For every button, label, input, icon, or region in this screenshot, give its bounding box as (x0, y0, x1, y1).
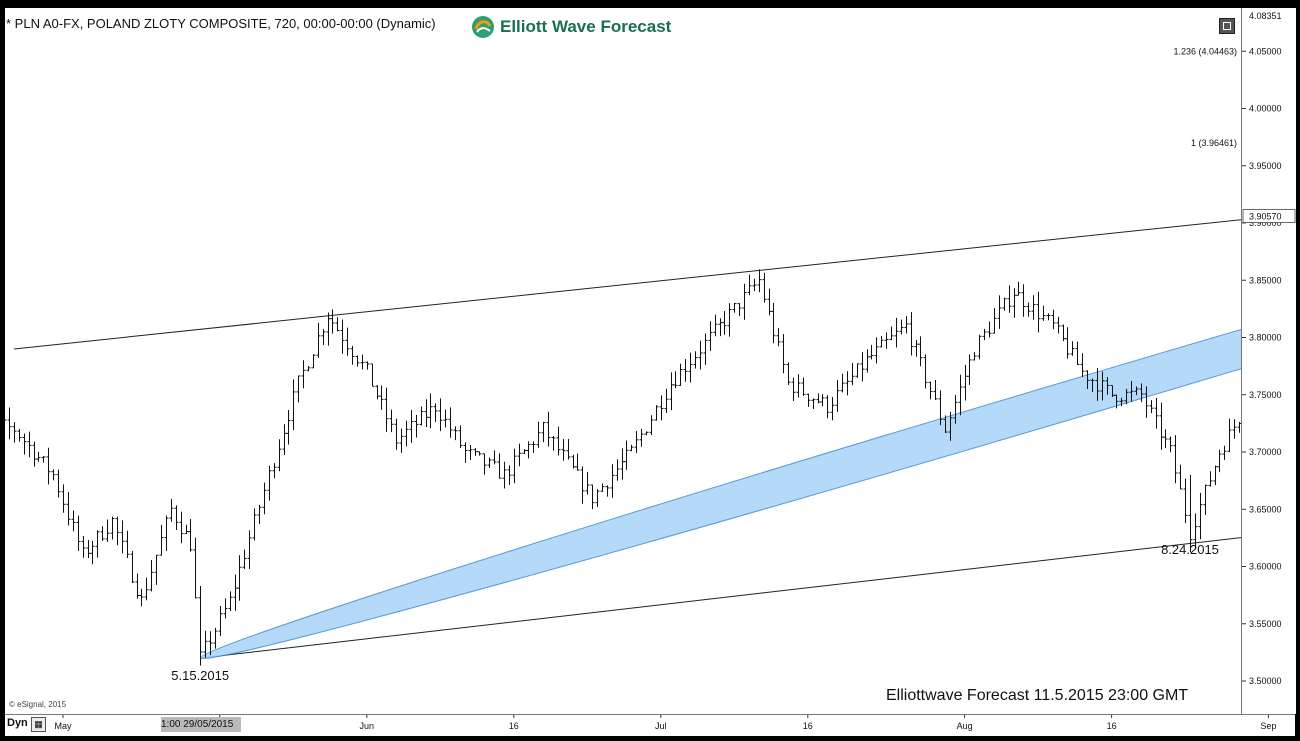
x-tick-label: 16 (803, 721, 813, 731)
swing-label: 5.15.2015 (171, 668, 229, 683)
channel-lower-line (200, 537, 1241, 659)
copyright-text: © eSignal, 2015 (9, 700, 67, 709)
ewf-logo-icon (472, 16, 494, 38)
y-tick-label: 3.55000 (1249, 619, 1282, 629)
window-restore-icon[interactable] (1219, 18, 1235, 34)
y-tick-label: 4.05000 (1249, 46, 1282, 56)
plot-area[interactable]: 1.236 (4.04463)1 (3.96461)3.841205.15.20… (5, 8, 1241, 714)
price-axis-svg: 3.50000 3.55000 3.60000 3.65000 3.70000 3.750… (1242, 11, 1296, 686)
x-tick-label: 16 (509, 721, 519, 731)
x-tick-label: 16 (1107, 721, 1117, 731)
fib-level-label: 1.236 (4.04463) (1173, 46, 1237, 56)
y-top-label: 4.08351 (1249, 11, 1282, 21)
price-axis[interactable]: 3.50000 3.55000 3.60000 3.65000 3.70000 3.750… (1241, 8, 1296, 714)
last-price-box (1242, 208, 1296, 223)
y-tick-label: 3.65000 (1249, 504, 1282, 514)
cursor-date-readout: 1:00 29/05/2015 (161, 717, 241, 732)
y-tick-label: 3.95000 (1249, 161, 1282, 171)
brand-logo: Elliott Wave Forecast (470, 14, 671, 40)
y-tick-label: 3.60000 (1249, 562, 1282, 572)
brand-name: Elliott Wave Forecast (500, 17, 672, 36)
price-bars (5, 269, 1241, 666)
dynamic-toggle-icon[interactable]: ▦ (31, 717, 46, 732)
last-price-label: 3.90570 (1249, 211, 1282, 221)
swing-label: 8.24.2015 (1161, 542, 1219, 557)
price-chart[interactable]: 1.236 (4.04463)1 (3.96461)3.841205.15.20… (5, 8, 1241, 714)
y-tick-label: 3.50000 (1249, 676, 1282, 686)
channel-upper-line (13, 219, 1241, 350)
time-axis[interactable]: May17Jun16Jul16Aug16Sep16Oct16Nov (5, 714, 1295, 736)
y-tick-label: 3.85000 (1249, 275, 1282, 285)
x-tick-label: May (54, 721, 72, 731)
fib-level-label: 1 (3.96461) (1191, 138, 1237, 148)
y-tick-label: 3.70000 (1249, 447, 1282, 457)
chart-title: * PLN A0-FX, POLAND ZLOTY COMPOSITE, 720… (6, 16, 436, 31)
y-tick-label: 4.00000 (1249, 104, 1282, 114)
y-tick-label: 3.80000 (1249, 333, 1282, 343)
x-tick-label: Aug (957, 721, 973, 731)
x-tick-label: Jul (655, 721, 667, 731)
x-tick-label: Jun (360, 721, 375, 731)
trend-ellipse (199, 124, 1241, 660)
x-tick-label: Sep (1260, 721, 1276, 731)
y-tick-label: 3.75000 (1249, 390, 1282, 400)
y-tick-label: 3.90000 (1249, 218, 1282, 228)
dynamic-label: Dyn (7, 717, 28, 729)
footer-timestamp: Elliottwave Forecast 11.5.2015 23:00 GMT (886, 687, 1189, 704)
